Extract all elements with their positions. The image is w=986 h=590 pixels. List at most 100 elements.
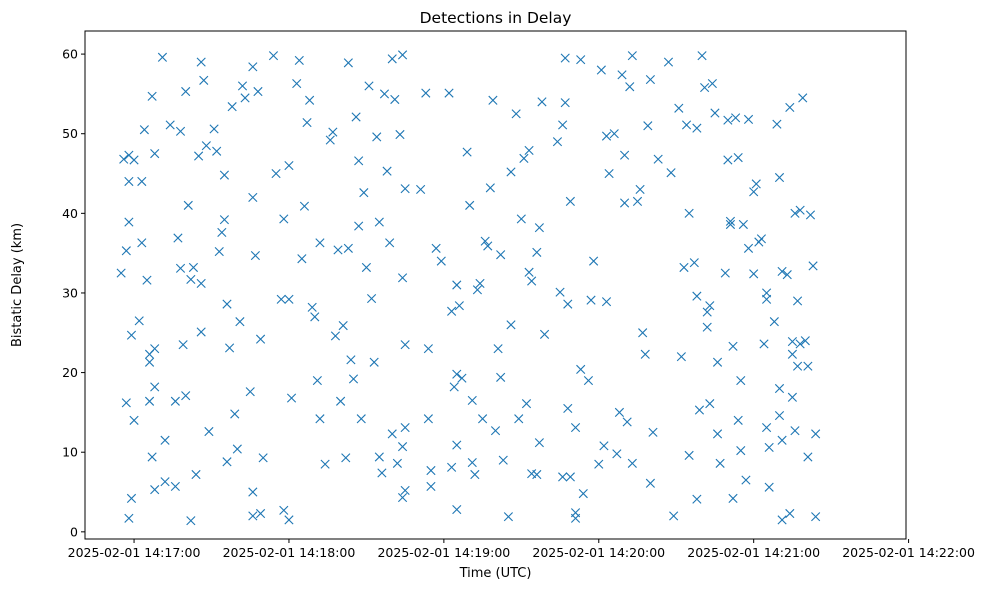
data-point xyxy=(124,513,134,523)
data-point xyxy=(186,516,196,526)
data-point xyxy=(777,435,787,445)
data-point xyxy=(506,167,516,177)
data-point xyxy=(570,508,581,518)
data-point xyxy=(741,475,751,485)
data-point xyxy=(209,124,219,134)
x-tick-label: 2025-02-01 14:17:00 xyxy=(68,545,201,560)
data-point xyxy=(498,455,508,465)
data-point xyxy=(733,153,743,163)
data-point xyxy=(248,487,258,497)
data-point xyxy=(240,93,250,103)
data-point xyxy=(129,415,139,425)
data-point xyxy=(627,458,637,468)
data-point xyxy=(188,262,199,273)
data-point xyxy=(237,81,248,91)
data-point xyxy=(341,453,351,463)
data-point xyxy=(351,112,361,122)
data-point xyxy=(387,54,397,64)
data-point xyxy=(707,78,717,89)
x-tick-label: 2025-02-01 14:18:00 xyxy=(223,545,356,560)
data-point xyxy=(214,246,224,257)
data-point xyxy=(354,221,364,231)
data-point xyxy=(697,51,707,61)
data-point xyxy=(144,396,155,406)
data-point xyxy=(472,285,483,295)
data-point xyxy=(160,435,170,445)
data-point xyxy=(201,141,211,151)
data-point xyxy=(279,214,289,224)
data-point xyxy=(230,409,240,419)
data-point xyxy=(503,512,513,522)
data-point xyxy=(663,57,674,67)
data-point xyxy=(315,414,325,424)
data-point xyxy=(578,489,588,499)
data-point xyxy=(653,154,663,164)
data-point xyxy=(632,196,643,206)
data-point xyxy=(599,441,609,451)
data-point xyxy=(808,261,818,271)
data-point xyxy=(364,81,374,91)
data-point xyxy=(539,329,550,339)
data-point xyxy=(258,453,268,463)
data-point xyxy=(121,398,131,408)
data-point xyxy=(139,125,149,135)
data-point xyxy=(681,120,692,130)
data-point xyxy=(390,94,400,105)
data-point xyxy=(743,114,754,124)
data-point xyxy=(452,369,462,379)
data-point xyxy=(795,339,805,349)
data-point xyxy=(803,452,813,462)
data-point xyxy=(785,102,795,113)
data-point xyxy=(416,184,426,195)
data-point xyxy=(764,482,774,492)
data-point xyxy=(325,135,335,145)
data-point xyxy=(702,307,712,317)
data-point xyxy=(774,383,785,394)
data-point xyxy=(710,108,720,118)
data-point xyxy=(449,382,459,392)
chart-title: Detections in Delay xyxy=(420,9,572,27)
data-point xyxy=(576,55,586,65)
data-point xyxy=(731,113,741,123)
data-point xyxy=(787,336,797,347)
data-point xyxy=(694,405,705,415)
data-point xyxy=(519,153,529,163)
data-point xyxy=(366,293,377,304)
data-point xyxy=(496,372,506,382)
data-point xyxy=(761,422,772,433)
data-point xyxy=(116,268,126,278)
data-point xyxy=(284,160,294,171)
data-point xyxy=(181,391,191,401)
data-point xyxy=(524,145,534,156)
data-point xyxy=(692,494,702,504)
data-point xyxy=(217,227,227,238)
data-point xyxy=(199,75,209,85)
data-point xyxy=(715,458,725,468)
data-point xyxy=(756,234,767,244)
data-point xyxy=(679,262,689,273)
data-point xyxy=(622,417,632,427)
data-point xyxy=(702,322,712,332)
data-point xyxy=(395,129,405,140)
data-point xyxy=(284,294,294,304)
data-point xyxy=(480,236,490,246)
data-point xyxy=(534,438,544,448)
data-point xyxy=(728,493,738,503)
data-point xyxy=(444,88,454,98)
data-point xyxy=(292,78,302,89)
data-point xyxy=(751,179,761,189)
data-point xyxy=(150,149,160,159)
data-point xyxy=(212,146,222,156)
data-point xyxy=(524,267,534,277)
data-point xyxy=(170,481,180,492)
data-point xyxy=(514,414,524,424)
data-point xyxy=(782,270,792,280)
data-point xyxy=(436,256,446,266)
data-point xyxy=(447,462,457,472)
data-point xyxy=(736,446,746,456)
data-point xyxy=(576,364,586,374)
y-tick-label: 20 xyxy=(62,365,78,380)
data-point xyxy=(601,297,612,307)
data-point xyxy=(124,176,134,187)
data-point xyxy=(627,51,637,61)
